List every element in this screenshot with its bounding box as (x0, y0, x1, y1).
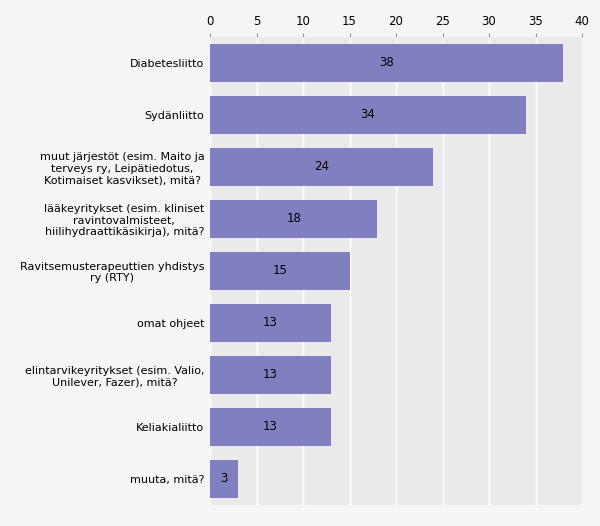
Bar (210, 200, 377, 238)
Text: 13: 13 (263, 420, 278, 433)
Text: 24: 24 (314, 160, 329, 174)
Text: 38: 38 (379, 56, 394, 69)
Text: 13: 13 (263, 368, 278, 381)
Bar (210, 304, 331, 341)
Text: 18: 18 (286, 213, 301, 225)
Text: 15: 15 (272, 265, 287, 277)
Text: 3: 3 (220, 472, 227, 485)
Bar (210, 252, 349, 290)
Bar (210, 356, 331, 393)
Bar (210, 148, 433, 186)
Bar (210, 460, 238, 498)
Bar (210, 408, 331, 446)
Bar (210, 96, 526, 134)
Text: 34: 34 (361, 108, 376, 122)
Bar (210, 44, 563, 82)
Text: 13: 13 (263, 317, 278, 329)
